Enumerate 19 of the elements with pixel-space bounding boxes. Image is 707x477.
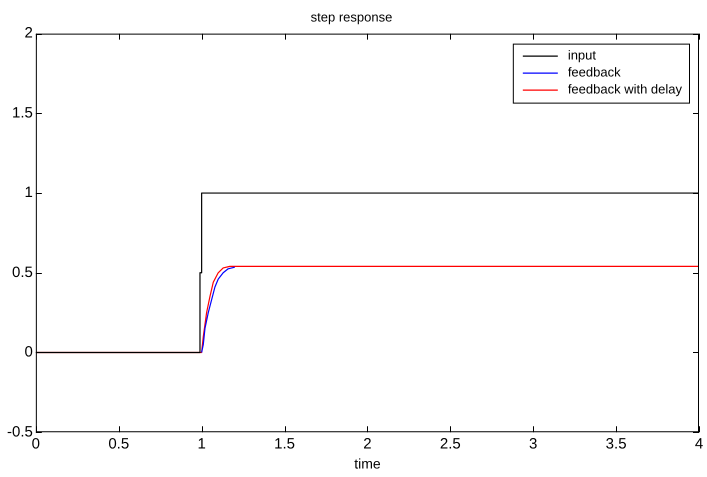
x-tick-label: 2 — [363, 435, 372, 452]
y-tick-label: 2 — [24, 24, 33, 42]
x-axis-title: time — [354, 455, 381, 472]
x-tick-label: 1 — [197, 435, 206, 452]
x-tick-label: 1.5 — [274, 435, 295, 452]
x-tick-label: 3 — [529, 435, 538, 452]
x-tick-label: 3.5 — [606, 435, 627, 452]
legend-label: feedback — [568, 64, 622, 80]
y-tick-label: 1 — [24, 184, 33, 202]
x-tick-label: 2.5 — [440, 435, 461, 452]
x-tick-label: 0.5 — [108, 435, 130, 452]
y-tick-label: 1.5 — [12, 104, 33, 122]
legend-label: feedback with delay — [568, 82, 682, 97]
legend-label: input — [568, 48, 596, 63]
chart-title: step response — [310, 9, 392, 24]
x-tick-label: 4 — [694, 435, 704, 452]
y-tick-label: 0.5 — [12, 264, 33, 281]
y-tick-label: -0.5 — [6, 423, 33, 440]
y-tick-label: 0 — [24, 344, 33, 361]
